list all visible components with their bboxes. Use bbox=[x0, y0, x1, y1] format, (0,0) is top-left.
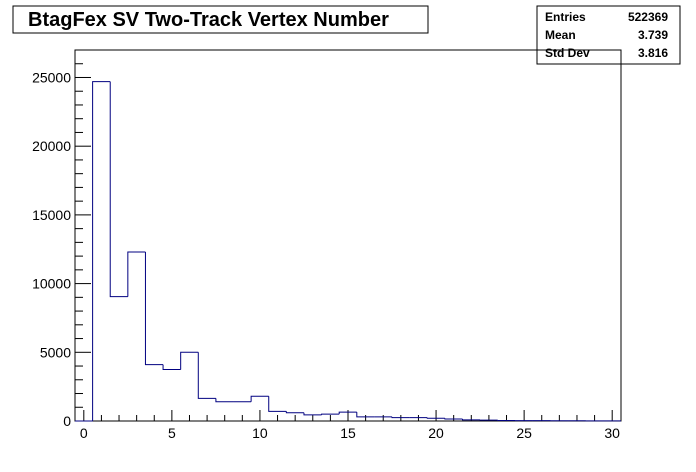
stats-std-label: Std Dev bbox=[545, 46, 590, 60]
axis-ticks bbox=[75, 49, 613, 422]
histogram-outline bbox=[75, 81, 621, 422]
histogram-bin bbox=[391, 416, 410, 419]
histogram-bin bbox=[109, 81, 128, 298]
stats-std-value: 3.816 bbox=[638, 46, 668, 60]
histogram-bin bbox=[127, 251, 146, 297]
histogram-bin bbox=[285, 411, 304, 414]
histogram-bin bbox=[250, 395, 269, 402]
histogram-bin bbox=[303, 412, 322, 416]
histogram-bin bbox=[144, 251, 164, 366]
x-tick-label: 10 bbox=[252, 425, 268, 441]
y-tick-label: 20000 bbox=[32, 138, 71, 154]
y-tick-label: 0 bbox=[63, 413, 71, 429]
histogram-bin bbox=[268, 396, 287, 412]
histogram-bin bbox=[215, 398, 234, 403]
chart-title: BtagFex SV Two-Track Vertex Number bbox=[28, 9, 389, 31]
title-box bbox=[12, 5, 429, 34]
x-tick-label: 30 bbox=[604, 425, 620, 441]
histogram-bin bbox=[162, 364, 181, 370]
stats-box-frame bbox=[536, 5, 681, 65]
x-tick-label: 0 bbox=[80, 425, 88, 441]
x-tick-label: 15 bbox=[340, 425, 356, 441]
stats-mean-value: 3.739 bbox=[638, 28, 668, 42]
y-tick-label: 25000 bbox=[32, 69, 71, 85]
histogram-bin bbox=[444, 418, 463, 420]
stats-mean-label: Mean bbox=[545, 28, 576, 42]
plot-frame bbox=[74, 49, 622, 422]
histogram-bin bbox=[461, 418, 481, 421]
x-tick-label: 20 bbox=[428, 425, 444, 441]
x-tick-label: 5 bbox=[168, 425, 176, 441]
stats-entries-value: 522369 bbox=[628, 10, 668, 24]
y-tick-label: 5000 bbox=[40, 344, 71, 360]
histogram-bin bbox=[197, 352, 216, 399]
axis-tick-labels: 0 5 10 15 20 25 30 0 5000 10000 15000 20000 25000 bbox=[32, 69, 620, 441]
histogram-bin bbox=[180, 351, 199, 370]
y-tick-label: 10000 bbox=[32, 276, 71, 292]
histogram-bin bbox=[426, 417, 445, 419]
histogram-bin bbox=[92, 81, 111, 421]
stats-entries-label: Entries bbox=[545, 10, 586, 24]
x-tick-label: 25 bbox=[516, 425, 532, 441]
stats-box: Entries 522369 Mean 3.739 Std Dev 3.816 bbox=[536, 5, 681, 65]
histogram-bin bbox=[356, 412, 375, 418]
histogram-bin bbox=[321, 413, 340, 415]
y-tick-label: 15000 bbox=[32, 207, 71, 223]
histogram-bin bbox=[338, 411, 357, 415]
